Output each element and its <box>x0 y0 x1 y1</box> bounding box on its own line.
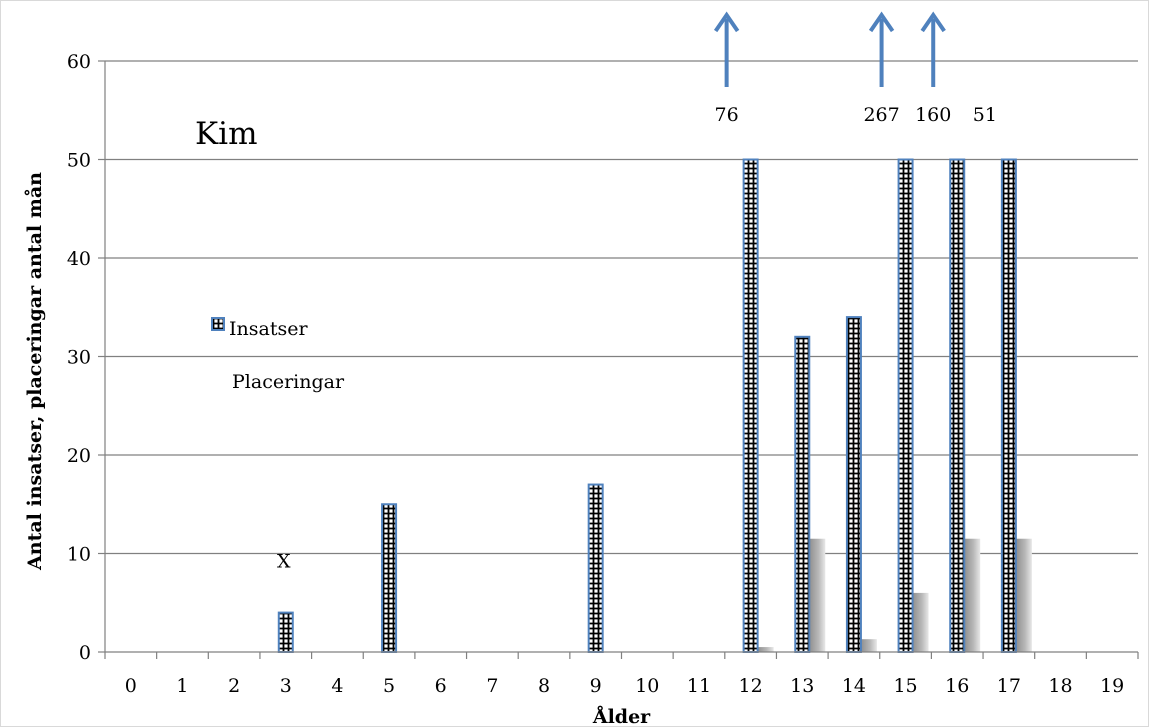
x-tick-label: 17 <box>997 675 1021 697</box>
y-tick-label: 30 <box>67 347 91 369</box>
x-tick-label: 1 <box>176 675 188 697</box>
bar-insatser <box>381 503 398 653</box>
legend-label-placeringar: Placeringar <box>232 371 345 393</box>
x-tick-label: 10 <box>635 675 659 697</box>
annotation-value: 160 <box>915 104 951 126</box>
x-tick-label: 6 <box>435 675 447 697</box>
x-axis-title: Ålder <box>592 705 651 728</box>
x-tick-label: 13 <box>790 675 814 697</box>
y-tick-label: 60 <box>67 51 91 73</box>
bar-insatser <box>1000 158 1017 653</box>
arrow-head <box>713 11 740 33</box>
x-tick-label: 0 <box>125 675 137 697</box>
bar-placeringar <box>756 647 774 652</box>
bar-placeringar <box>859 639 877 652</box>
bars <box>277 158 1032 653</box>
x-tick-label: 11 <box>687 675 711 697</box>
y-tick-label: 10 <box>67 544 91 566</box>
x-tick-label: 3 <box>280 675 292 697</box>
chart-title: Kim <box>195 116 257 152</box>
y-tick-label: 20 <box>67 445 91 467</box>
x-tick-label: 19 <box>1100 675 1124 697</box>
legend-swatch-insatser <box>211 317 225 331</box>
bar-placeringar <box>911 592 929 652</box>
x-tick-label: 7 <box>486 675 498 697</box>
bar-insatser <box>277 611 294 653</box>
arrow-up-icon <box>920 11 946 87</box>
y-tick-label: 0 <box>79 642 91 664</box>
arrow-head <box>868 11 895 33</box>
x-tick-label: 14 <box>842 675 866 697</box>
bar-insatser <box>897 158 914 653</box>
bar-placeringar <box>963 538 981 652</box>
x-tick-label: 2 <box>228 675 240 697</box>
grid <box>105 60 1138 555</box>
bar-insatser <box>742 158 759 653</box>
annotation-value: 76 <box>715 104 739 126</box>
annotation-marker: X <box>277 550 291 572</box>
bar-placeringar <box>1014 538 1032 652</box>
bar-insatser <box>845 316 862 653</box>
annotation-value: 51 <box>973 104 997 126</box>
x-tick-label: 18 <box>1048 675 1072 697</box>
legend-label-insatser: Insatser <box>229 318 308 340</box>
x-tick-label: 15 <box>893 675 917 697</box>
x-tick-label: 8 <box>538 675 550 697</box>
x-tick-label: 16 <box>945 675 969 697</box>
y-tick-label: 40 <box>67 248 91 270</box>
legend: Insatser Placeringar <box>211 317 345 393</box>
x-tick-label: 12 <box>739 675 763 697</box>
x-tick-label: 4 <box>331 675 343 697</box>
y-tick-label: 50 <box>67 150 91 172</box>
axes <box>98 60 1139 659</box>
arrow-head <box>920 11 946 33</box>
arrow-up-icon <box>713 11 740 87</box>
bar-insatser <box>949 158 966 653</box>
bar-placeringar <box>808 538 826 652</box>
x-tick-label: 9 <box>590 675 602 697</box>
x-tick-label: 5 <box>383 675 395 697</box>
bar-insatser <box>587 483 604 653</box>
y-axis-title: Antal insatser, placeringar antal mån <box>23 172 46 571</box>
annotation-value: 267 <box>863 104 899 126</box>
arrow-up-icon <box>868 11 895 87</box>
bar-insatser <box>794 335 811 653</box>
